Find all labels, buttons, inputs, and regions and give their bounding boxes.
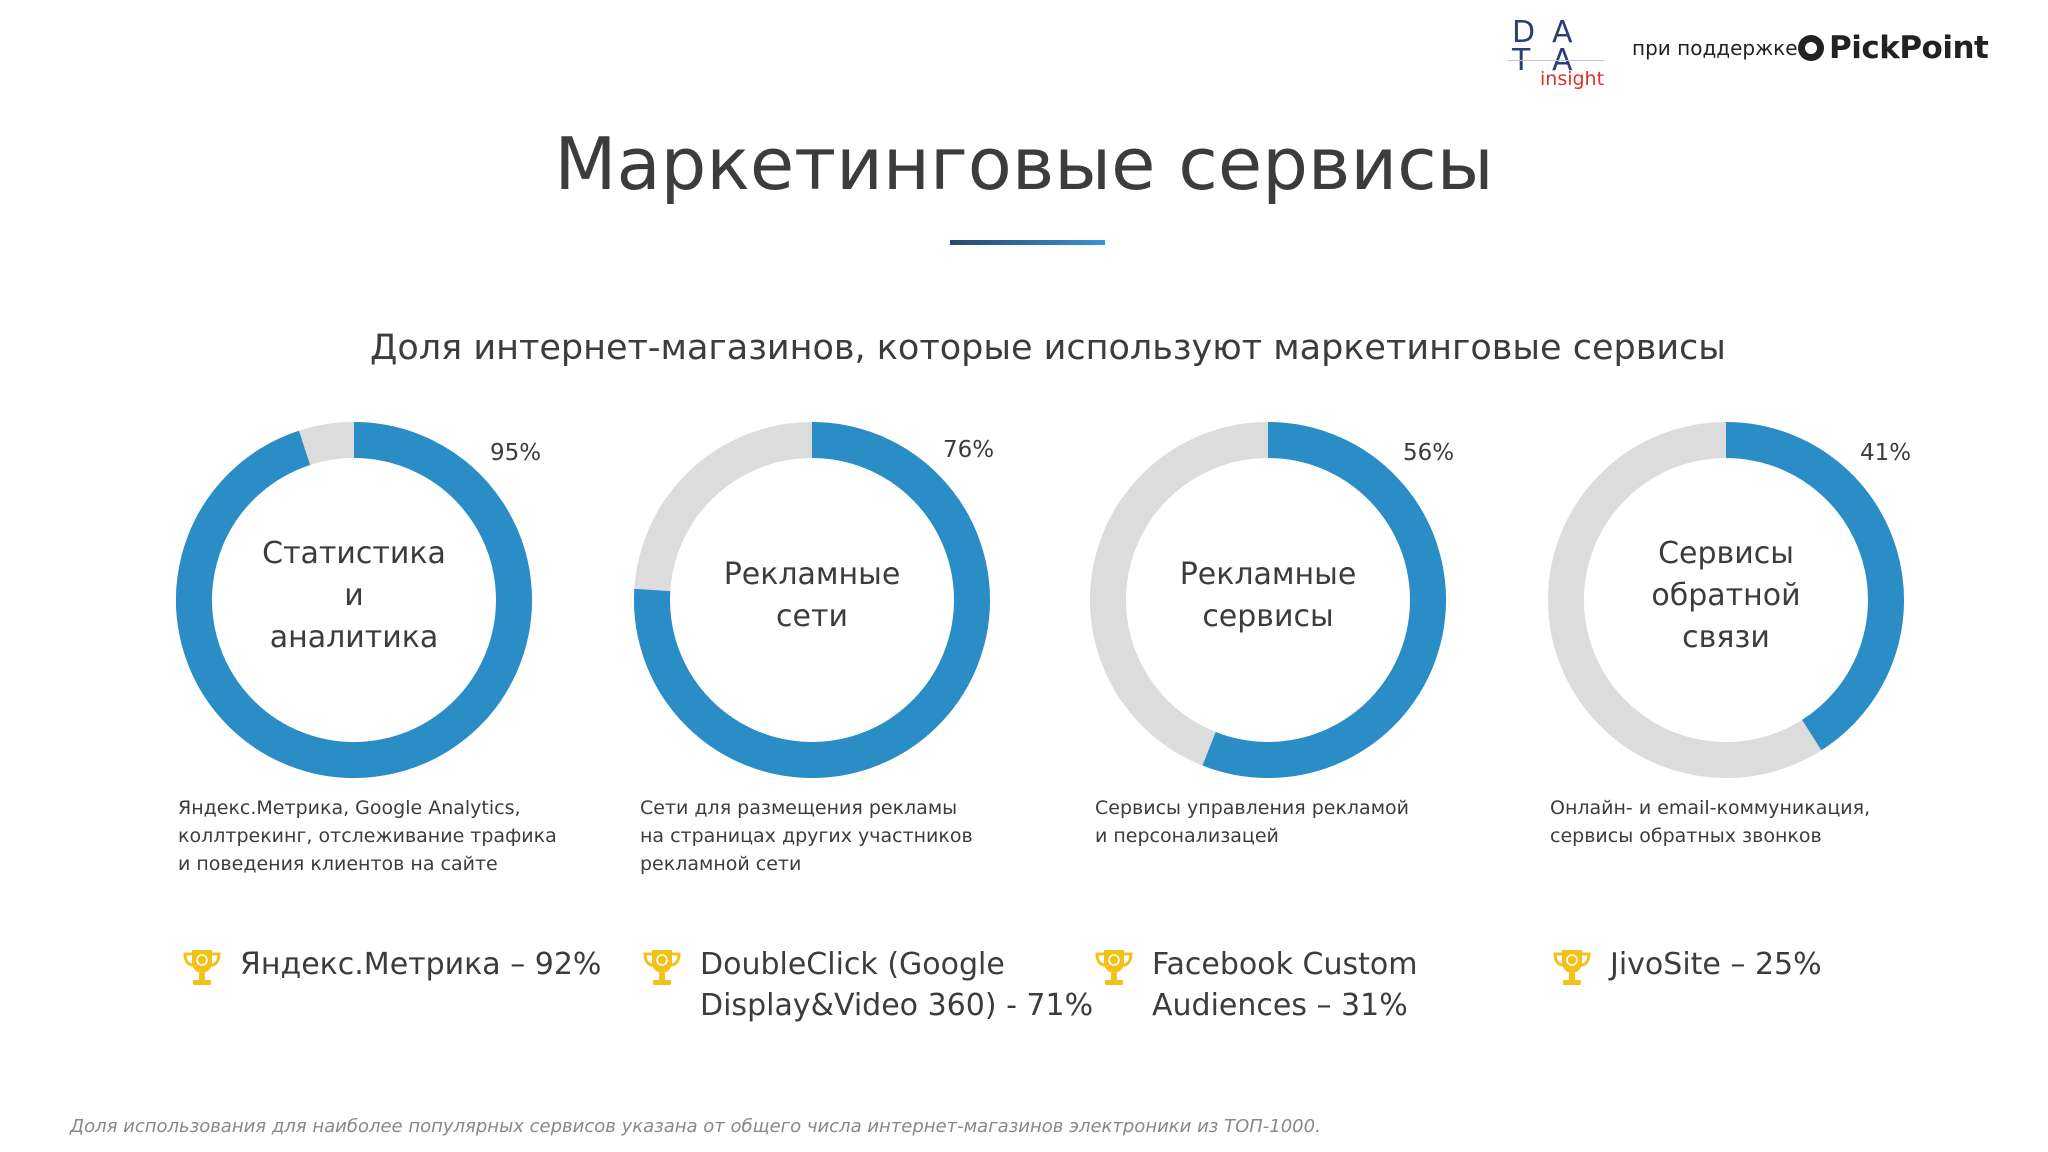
top-service-line: Audiences – 31% [1152,988,1408,1023]
logo-letter: D [1512,15,1536,50]
category-description-line: и персонализацей [1095,825,1279,847]
trophy-icon [1553,950,1591,985]
top-service: Facebook Custom Audiences – 31% [1092,944,1417,1026]
page-title: Маркетинговые сервисы [554,122,1494,206]
trophy-icon [643,950,681,985]
donut-value-label: 95% [490,440,542,466]
logo-divider [1508,60,1604,61]
top-service-line: JivoSite – 25% [1610,947,1822,982]
logo-letter: A [1552,15,1573,50]
top-service-text: JivoSite – 25% [1610,944,1822,985]
top-service-text: Яндекс.Метрика – 92% [240,944,601,985]
donut-center-label-line: сервисы [1202,599,1334,634]
pickpoint-logo-icon [1798,35,1824,61]
donut-center-label-line: Рекламные [1179,557,1357,592]
top-service: JivoSite – 25% [1550,944,1822,990]
donut-center-label-line: и [344,578,364,613]
donut-center-label-line: аналитика [269,620,439,655]
donut-center-label: Статистика и аналитика [204,533,504,659]
donut-center-label-line: Сервисы [1658,536,1794,571]
trophy-icon [1095,950,1133,985]
top-service-line: DoubleClick (Google [700,947,1005,982]
category-description-line: Сервисы управления рекламой [1095,797,1410,819]
donut-center-label-line: сети [776,599,848,634]
footnote: Доля использования для наиболее популярн… [70,1116,1321,1137]
pickpoint-logo-text: PickPoint [1829,30,1989,66]
category-description: Яндекс.Метрика, Google Analytics, коллтре… [178,794,598,878]
category-description-line: на страницах других участников [640,825,973,847]
pickpoint-logo: PickPoint [1798,28,1989,68]
donut-center-label-line: обратной [1651,578,1801,613]
donut-center-label: Сервисы обратной связи [1576,533,1876,659]
top-service-text: Facebook Custom Audiences – 31% [1152,944,1417,1026]
top-service-text: DoubleClick (Google Display&Video 360) - … [700,944,1093,1026]
donut-value-arc [1725,422,1904,751]
title-underline [950,240,1105,245]
data-insight-logo: D A T A insight [1508,18,1604,90]
donut-center-label-line: Рекламные [723,557,901,592]
category-description-line: и поведения клиентов на сайте [178,853,498,875]
donut-center-label: Рекламные сервисы [1118,554,1418,638]
category-description-line: рекламной сети [640,853,802,875]
donut-value-arc [176,422,532,778]
donut-center-label-line: Статистика [262,536,446,571]
top-service-line: Facebook Custom [1152,947,1418,982]
category-description-line: Яндекс.Метрика, Google Analytics, [178,797,521,819]
donut-value-label: 41% [1860,440,1912,466]
logo-sub: insight [1540,68,1605,90]
donut-value-arc [634,422,990,778]
category-description: Сервисы управления рекламой и персонализа… [1095,794,1515,850]
donut-value-arc [1202,422,1446,778]
category-description-line: коллтрекинг, отслеживание трафика [178,825,557,847]
category-description-line: сервисы обратных звонков [1550,825,1822,847]
trophy-icon [183,950,221,985]
top-service-line: Яндекс.Метрика – 92% [240,947,602,982]
donut-value-label: 56% [1403,440,1455,466]
category-description-line: Онлайн- и email-коммуникация, [1550,797,1871,819]
category-description: Онлайн- и email-коммуникация, сервисы обр… [1550,794,1970,850]
donut-value-label: 76% [943,437,995,463]
donut-center-label: Рекламные сети [662,554,962,638]
donut-center-label-line: связи [1682,620,1770,655]
category-description-line: Сети для размещения рекламы [640,797,958,819]
chart-subtitle: Доля интернет-магазинов, которые использ… [370,328,1726,368]
top-service-line: Display&Video 360) - 71% [700,988,1094,1023]
category-description: Сети для размещения рекламы на страницах … [640,794,1060,878]
support-text: при поддержке [1632,36,1798,60]
top-service: Яндекс.Метрика – 92% [180,944,601,990]
top-service: DoubleClick (Google Display&Video 360) - … [640,944,1093,1026]
